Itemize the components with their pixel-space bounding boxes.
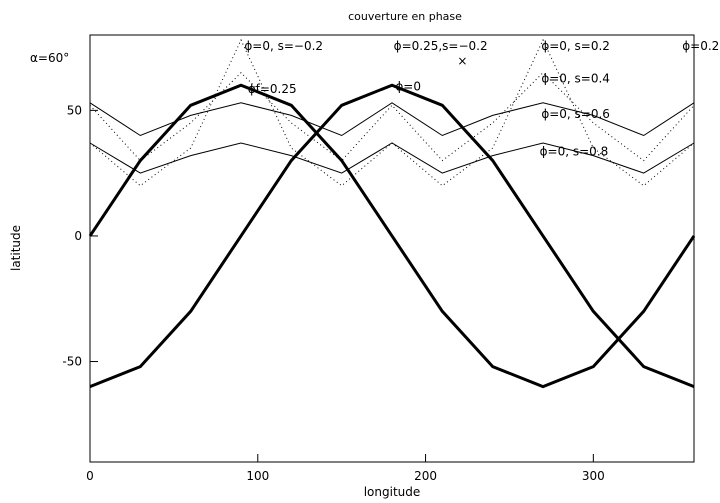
annotation-7: ϕf=0.25 — [248, 82, 297, 96]
x-tick-label-1: 100 — [246, 469, 269, 483]
annotation-9: × — [457, 54, 467, 68]
annotation-4: ϕ=0, s=0.4 — [541, 72, 610, 86]
y-axis-label: latitude — [9, 225, 23, 271]
x-tick-label-0: 0 — [86, 469, 94, 483]
x-tick-label-3: 300 — [582, 469, 605, 483]
annotation-2: ϕ=0, s=0.2 — [541, 39, 610, 53]
y-tick-label-1: 0 — [74, 229, 82, 243]
annotation-0: ϕ=0, s=−0.2 — [244, 39, 323, 53]
x-axis-label: longitude — [364, 485, 421, 499]
annotation-6: ϕ=0, s=0.8 — [540, 145, 609, 159]
series-line-5 — [89, 142, 695, 174]
series-line-0 — [88, 83, 696, 389]
corner-label: α=60° — [30, 51, 69, 65]
curves-layer — [88, 38, 696, 389]
ticks-layer: 0 100 200 300 -50 0 50 — [62, 103, 604, 483]
series-line-1 — [89, 83, 695, 388]
series-line-4 — [89, 102, 695, 137]
y-tick-label-0: -50 — [62, 355, 82, 369]
plot-frame — [89, 34, 695, 463]
y-tick-label-2: 50 — [67, 103, 82, 117]
annotations-layer: ϕ=0, s=−0.2 ϕ=0.25,s=−0.2 ϕ=0, s=0.2 ϕ=0.25… — [244, 39, 720, 158]
x-tick-label-2: 200 — [414, 469, 437, 483]
annotation-5: ϕ=0, s=0.6 — [541, 107, 610, 121]
annotation-3: ϕ=0.25, s=0.2 — [682, 39, 720, 53]
chart-title: couverture en phase — [348, 10, 462, 23]
annotation-8: ϕ=0 — [395, 79, 421, 93]
annotation-1: ϕ=0.25,s=−0.2 — [394, 39, 488, 53]
